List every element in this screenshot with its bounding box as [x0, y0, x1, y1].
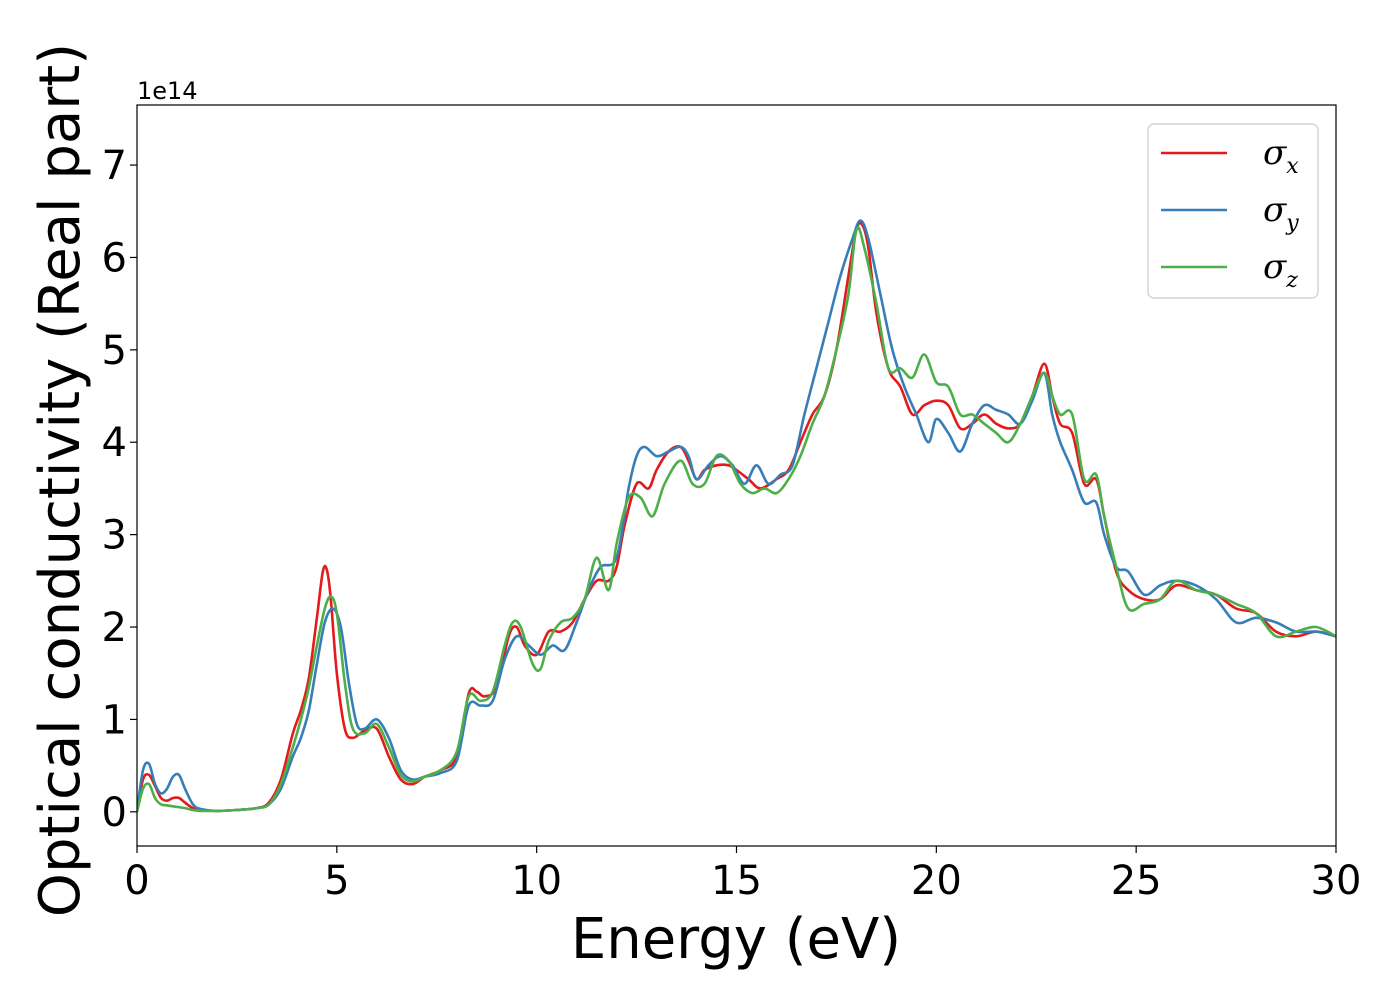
- y-tick-label: 2: [102, 605, 127, 651]
- x-tick-label: 15: [711, 858, 762, 904]
- x-tick-label: 30: [1311, 858, 1362, 904]
- y-tick-label: 4: [102, 420, 127, 466]
- legend-box: [1147, 123, 1319, 299]
- y-tick-label: 7: [102, 143, 127, 189]
- x-tick-label: 20: [911, 858, 962, 904]
- legend-subscript: x: [1286, 154, 1299, 179]
- series-line-y: [137, 219, 1336, 813]
- axes: 0 5 10 15 20 25 30 0 1 2 3 4 5 6 7: [102, 104, 1362, 904]
- x-axis-label: Energy (eV): [571, 907, 901, 972]
- legend-subscript: y: [1285, 211, 1299, 236]
- y-tick-label: 1: [102, 697, 127, 743]
- x-tick-label: 10: [511, 858, 562, 904]
- y-axis-offset-label: 1e14: [137, 77, 198, 105]
- series-line-z: [137, 226, 1336, 813]
- legend-subscript: z: [1285, 268, 1298, 293]
- x-tick-label: 5: [324, 858, 349, 904]
- y-axis-label: Optical conductivity (Real part): [28, 43, 93, 917]
- y-tick-label: 5: [102, 328, 127, 374]
- plot-area: [137, 219, 1336, 813]
- series-group: [137, 219, 1336, 813]
- y-tick-label: 3: [102, 513, 127, 559]
- y-tick-label: 6: [102, 235, 127, 281]
- y-tick-label: 0: [102, 790, 127, 836]
- x-tick-label: 25: [1111, 858, 1162, 904]
- x-tick-label: 0: [124, 858, 149, 904]
